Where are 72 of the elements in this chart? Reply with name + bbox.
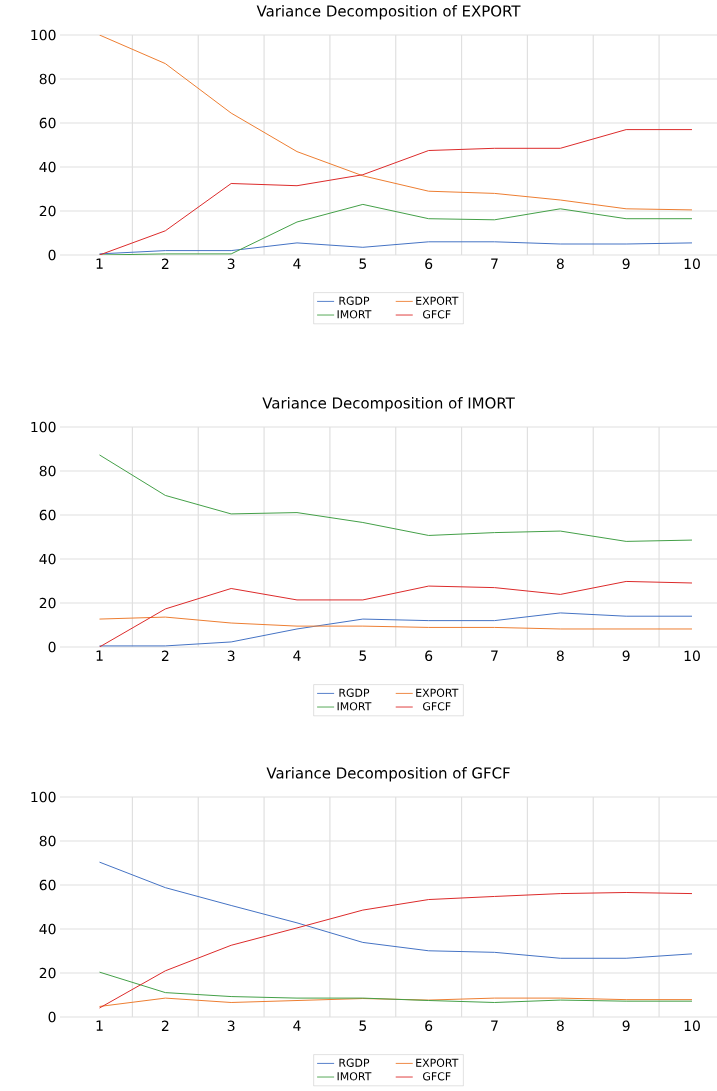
legend-label: EXPORT [416,1058,459,1067]
line-series [99,580,693,648]
line-series [99,861,693,959]
y-tick-label: 100 [31,29,56,41]
y-tick-label: 40 [39,553,56,565]
y-tick-label: 20 [39,597,56,609]
legend-label: RGDP [339,1058,370,1067]
x-tick-label: 4 [293,1020,301,1031]
y-tick-label: 0 [48,641,56,653]
legend-label: GFCF [423,1072,451,1081]
x-tick-label: 5 [359,650,367,661]
y-tick-label: 80 [39,835,56,847]
x-tick-label: 7 [491,258,498,269]
chart-title: Variance Decomposition of EXPORT [256,5,521,20]
x-tick-label: 4 [293,258,301,269]
chart-title: Variance Decomposition of GFCF [266,767,510,782]
legend-label: IMORT [337,310,372,319]
x-tick-label: 8 [556,1020,564,1032]
y-tick-label: 100 [31,791,56,803]
legend-label: IMORT [337,1072,372,1081]
x-tick-label: 6 [425,1020,433,1032]
y-tick-label: 80 [39,73,56,85]
x-tick-label: 1 [96,1020,103,1031]
x-tick-label: 8 [556,258,564,270]
y-tick-label: 40 [39,161,56,173]
x-tick-label: 1 [96,258,103,269]
line-series [99,241,693,255]
y-tick-label: 80 [39,465,56,477]
chart-title: Variance Decomposition of IMORT [262,397,515,412]
x-tick-label: 2 [161,258,169,269]
x-tick-label: 3 [227,650,235,662]
x-tick-label: 10 [684,1020,700,1032]
x-tick-label: 3 [227,1020,235,1032]
x-tick-label: 3 [227,258,235,270]
x-tick-label: 5 [359,1020,367,1031]
x-tick-label: 5 [359,258,367,269]
y-tick-label: 0 [48,249,56,261]
x-tick-label: 8 [556,650,564,662]
x-tick-label: 2 [161,1020,169,1031]
line-series [99,891,693,1009]
line-series [99,129,693,255]
y-tick-label: 40 [39,923,56,935]
legend-label: GFCF [423,310,451,319]
legend-label: EXPORT [416,296,459,305]
x-tick-label: 7 [491,1020,498,1031]
x-tick-label: 4 [293,650,301,661]
line-series [99,612,693,647]
y-tick-label: 20 [39,205,56,217]
x-tick-label: 6 [425,258,433,270]
y-tick-label: 0 [48,1011,56,1023]
y-tick-label: 20 [39,967,56,979]
y-tick-label: 60 [39,509,56,521]
x-tick-label: 2 [161,650,169,661]
line-series [99,454,693,542]
legend-label: GFCF [423,702,451,711]
y-tick-label: 60 [39,117,56,129]
legend-label: EXPORT [416,688,459,697]
legend-label: IMORT [337,702,372,711]
line-series [99,35,693,211]
x-tick-label: 1 [96,650,103,661]
x-tick-label: 10 [684,258,700,270]
x-tick-label: 6 [425,650,433,662]
x-tick-label: 7 [491,650,498,661]
legend-label: RGDP [339,296,370,305]
y-tick-label: 100 [31,421,56,433]
line-series [99,971,693,1003]
x-tick-label: 10 [684,650,700,662]
x-tick-label: 9 [622,258,630,270]
x-tick-label: 9 [622,650,630,662]
x-tick-label: 9 [622,1020,630,1032]
legend-label: RGDP [339,688,370,697]
y-tick-label: 60 [39,879,56,891]
